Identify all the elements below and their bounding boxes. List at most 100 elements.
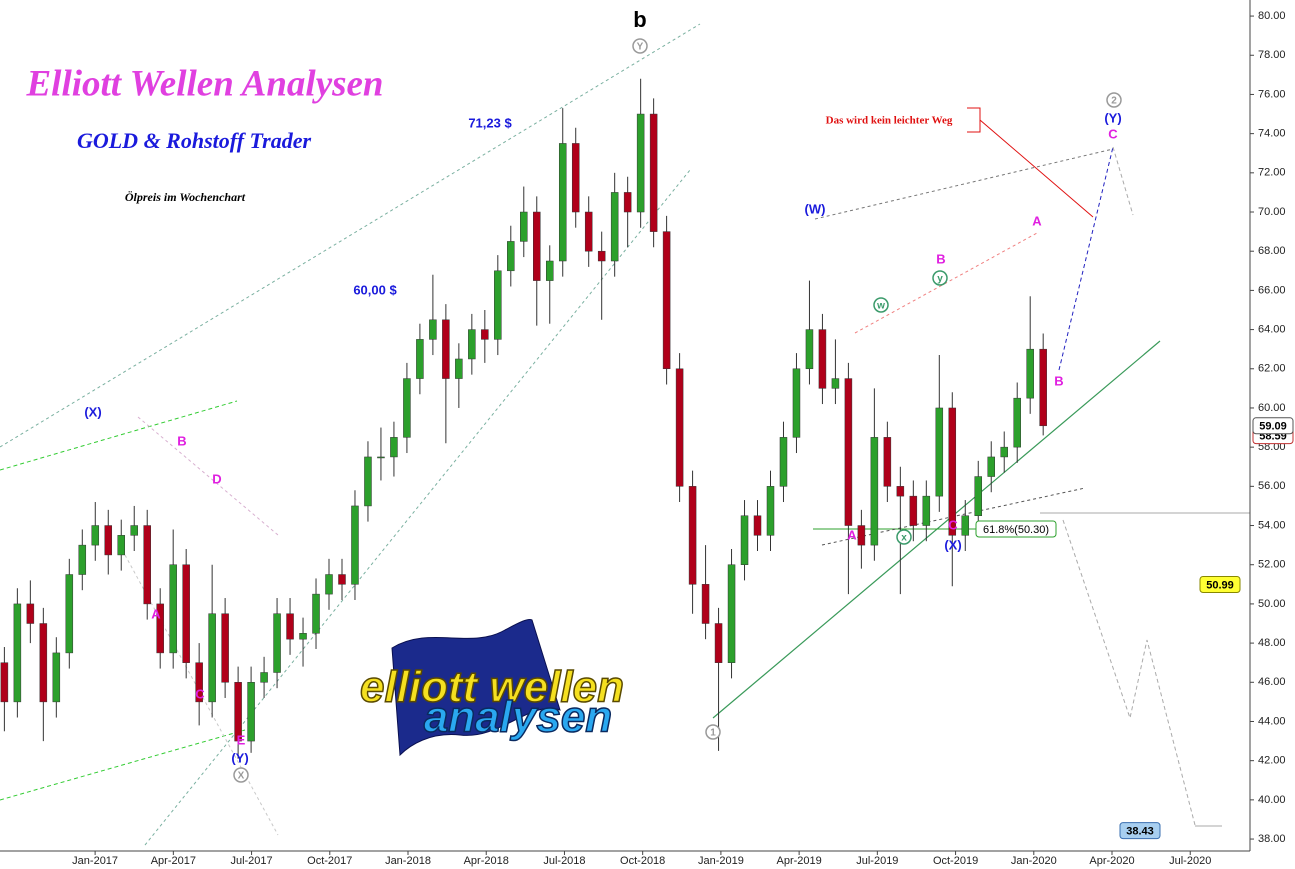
candle-body xyxy=(533,211,541,281)
annotation: x xyxy=(901,533,907,544)
logo-text: elliott wellen xyxy=(360,663,624,712)
y-tick-label: 46.00 xyxy=(1258,676,1286,688)
candle-body xyxy=(143,525,151,605)
candle-body xyxy=(896,486,905,497)
price-label: 38.43 xyxy=(1126,826,1154,838)
candle-body xyxy=(260,672,268,683)
chart-caption: Ölpreis im Wochenchart xyxy=(125,190,246,204)
candle-body xyxy=(429,319,437,340)
logo: elliott wellen analysen xyxy=(359,619,625,757)
candle-body xyxy=(442,319,450,379)
y-tick-label: 66.00 xyxy=(1258,284,1286,296)
candle-body xyxy=(91,525,100,546)
candle-body xyxy=(597,250,606,262)
channel-line xyxy=(0,729,246,801)
candle-body xyxy=(792,368,801,438)
candle-body xyxy=(13,603,22,703)
candle-body xyxy=(766,486,775,536)
candle-body xyxy=(416,339,424,379)
y-tick-label: 38.00 xyxy=(1258,833,1286,845)
annotation: 71,23 $ xyxy=(468,115,512,130)
candle-body xyxy=(130,525,138,536)
candle-body xyxy=(909,495,918,526)
candle-body xyxy=(584,211,593,252)
logo-text: analysen xyxy=(424,693,612,742)
candle-body xyxy=(805,329,814,370)
y-tick-label: 72.00 xyxy=(1258,167,1286,179)
annotation: B xyxy=(936,251,945,266)
candle-body xyxy=(78,544,87,575)
candle-body xyxy=(455,358,463,379)
chart-title: Elliott Wellen Analysen xyxy=(25,63,383,104)
y-tick-label: 48.00 xyxy=(1258,637,1286,649)
x-tick-label: Oct-2018 xyxy=(620,855,665,867)
annotation: (W) xyxy=(805,201,826,216)
candle-body xyxy=(273,613,281,673)
channel-line xyxy=(0,400,238,471)
candle-body xyxy=(688,486,697,585)
annotation: y xyxy=(937,274,943,285)
candle-body xyxy=(299,633,307,640)
channel-line xyxy=(124,554,279,836)
annotation: (Y) xyxy=(1104,110,1121,125)
bracket xyxy=(967,107,981,133)
candle-body xyxy=(195,662,203,703)
forecast-line xyxy=(1062,519,1196,826)
y-tick-label: 56.00 xyxy=(1258,480,1286,492)
annotation: 61.8%(50.30) xyxy=(983,524,1049,536)
candle-body xyxy=(610,192,619,262)
candle-body xyxy=(961,515,970,536)
candle-body xyxy=(831,378,840,389)
candle-body xyxy=(117,535,125,556)
annotation: Y xyxy=(637,42,644,53)
annotation-circle xyxy=(873,297,889,313)
candle-body xyxy=(39,623,48,703)
annotation-circle xyxy=(233,767,249,783)
candle-body xyxy=(857,525,866,546)
candle-body xyxy=(169,564,177,654)
channel-line xyxy=(144,169,691,846)
x-tick-label: Jul-2019 xyxy=(856,855,898,867)
candle-body xyxy=(65,574,74,654)
channel-line xyxy=(814,148,1114,220)
candle-body xyxy=(662,231,671,370)
annotation: X xyxy=(238,771,245,782)
annotation: E xyxy=(237,732,246,747)
candle-body xyxy=(649,113,658,232)
x-tick-label: Oct-2019 xyxy=(933,855,978,867)
annotation-circle xyxy=(932,270,948,286)
y-tick-label: 60.00 xyxy=(1258,402,1286,414)
annotation: A xyxy=(847,527,857,542)
candle-body xyxy=(52,652,61,703)
y-tick-label: 78.00 xyxy=(1258,49,1286,61)
candle-body xyxy=(234,682,242,742)
logo-flag xyxy=(391,619,561,757)
forecast-line xyxy=(1112,146,1134,216)
candle-body xyxy=(481,329,489,340)
candle-body xyxy=(507,241,515,272)
candle-body xyxy=(0,662,9,703)
candle-body xyxy=(403,378,411,438)
candle-body xyxy=(390,437,398,458)
candle-body xyxy=(520,211,528,242)
candle-body xyxy=(948,407,957,536)
candle-body xyxy=(818,329,827,389)
candle-body xyxy=(1000,446,1008,458)
annotation: 1 xyxy=(710,728,716,739)
x-tick-label: Jan-2020 xyxy=(1011,855,1057,867)
candle-body xyxy=(558,143,567,262)
x-tick-label: Jan-2017 xyxy=(72,855,118,867)
candle-body xyxy=(844,378,853,526)
y-tick-label: 62.00 xyxy=(1258,363,1286,375)
candle-body xyxy=(636,113,645,213)
annotation: (Y) xyxy=(231,750,248,765)
x-tick-label: Apr-2018 xyxy=(464,855,509,867)
candle-body xyxy=(623,192,632,213)
price-label: 59.09 xyxy=(1259,421,1287,433)
candle-body xyxy=(740,515,749,565)
candle-body xyxy=(26,603,35,624)
candle-body xyxy=(714,623,723,663)
y-tick-label: 74.00 xyxy=(1258,128,1286,140)
candle-body xyxy=(221,613,229,683)
annotation: Das wird kein leichter Weg xyxy=(826,115,953,127)
